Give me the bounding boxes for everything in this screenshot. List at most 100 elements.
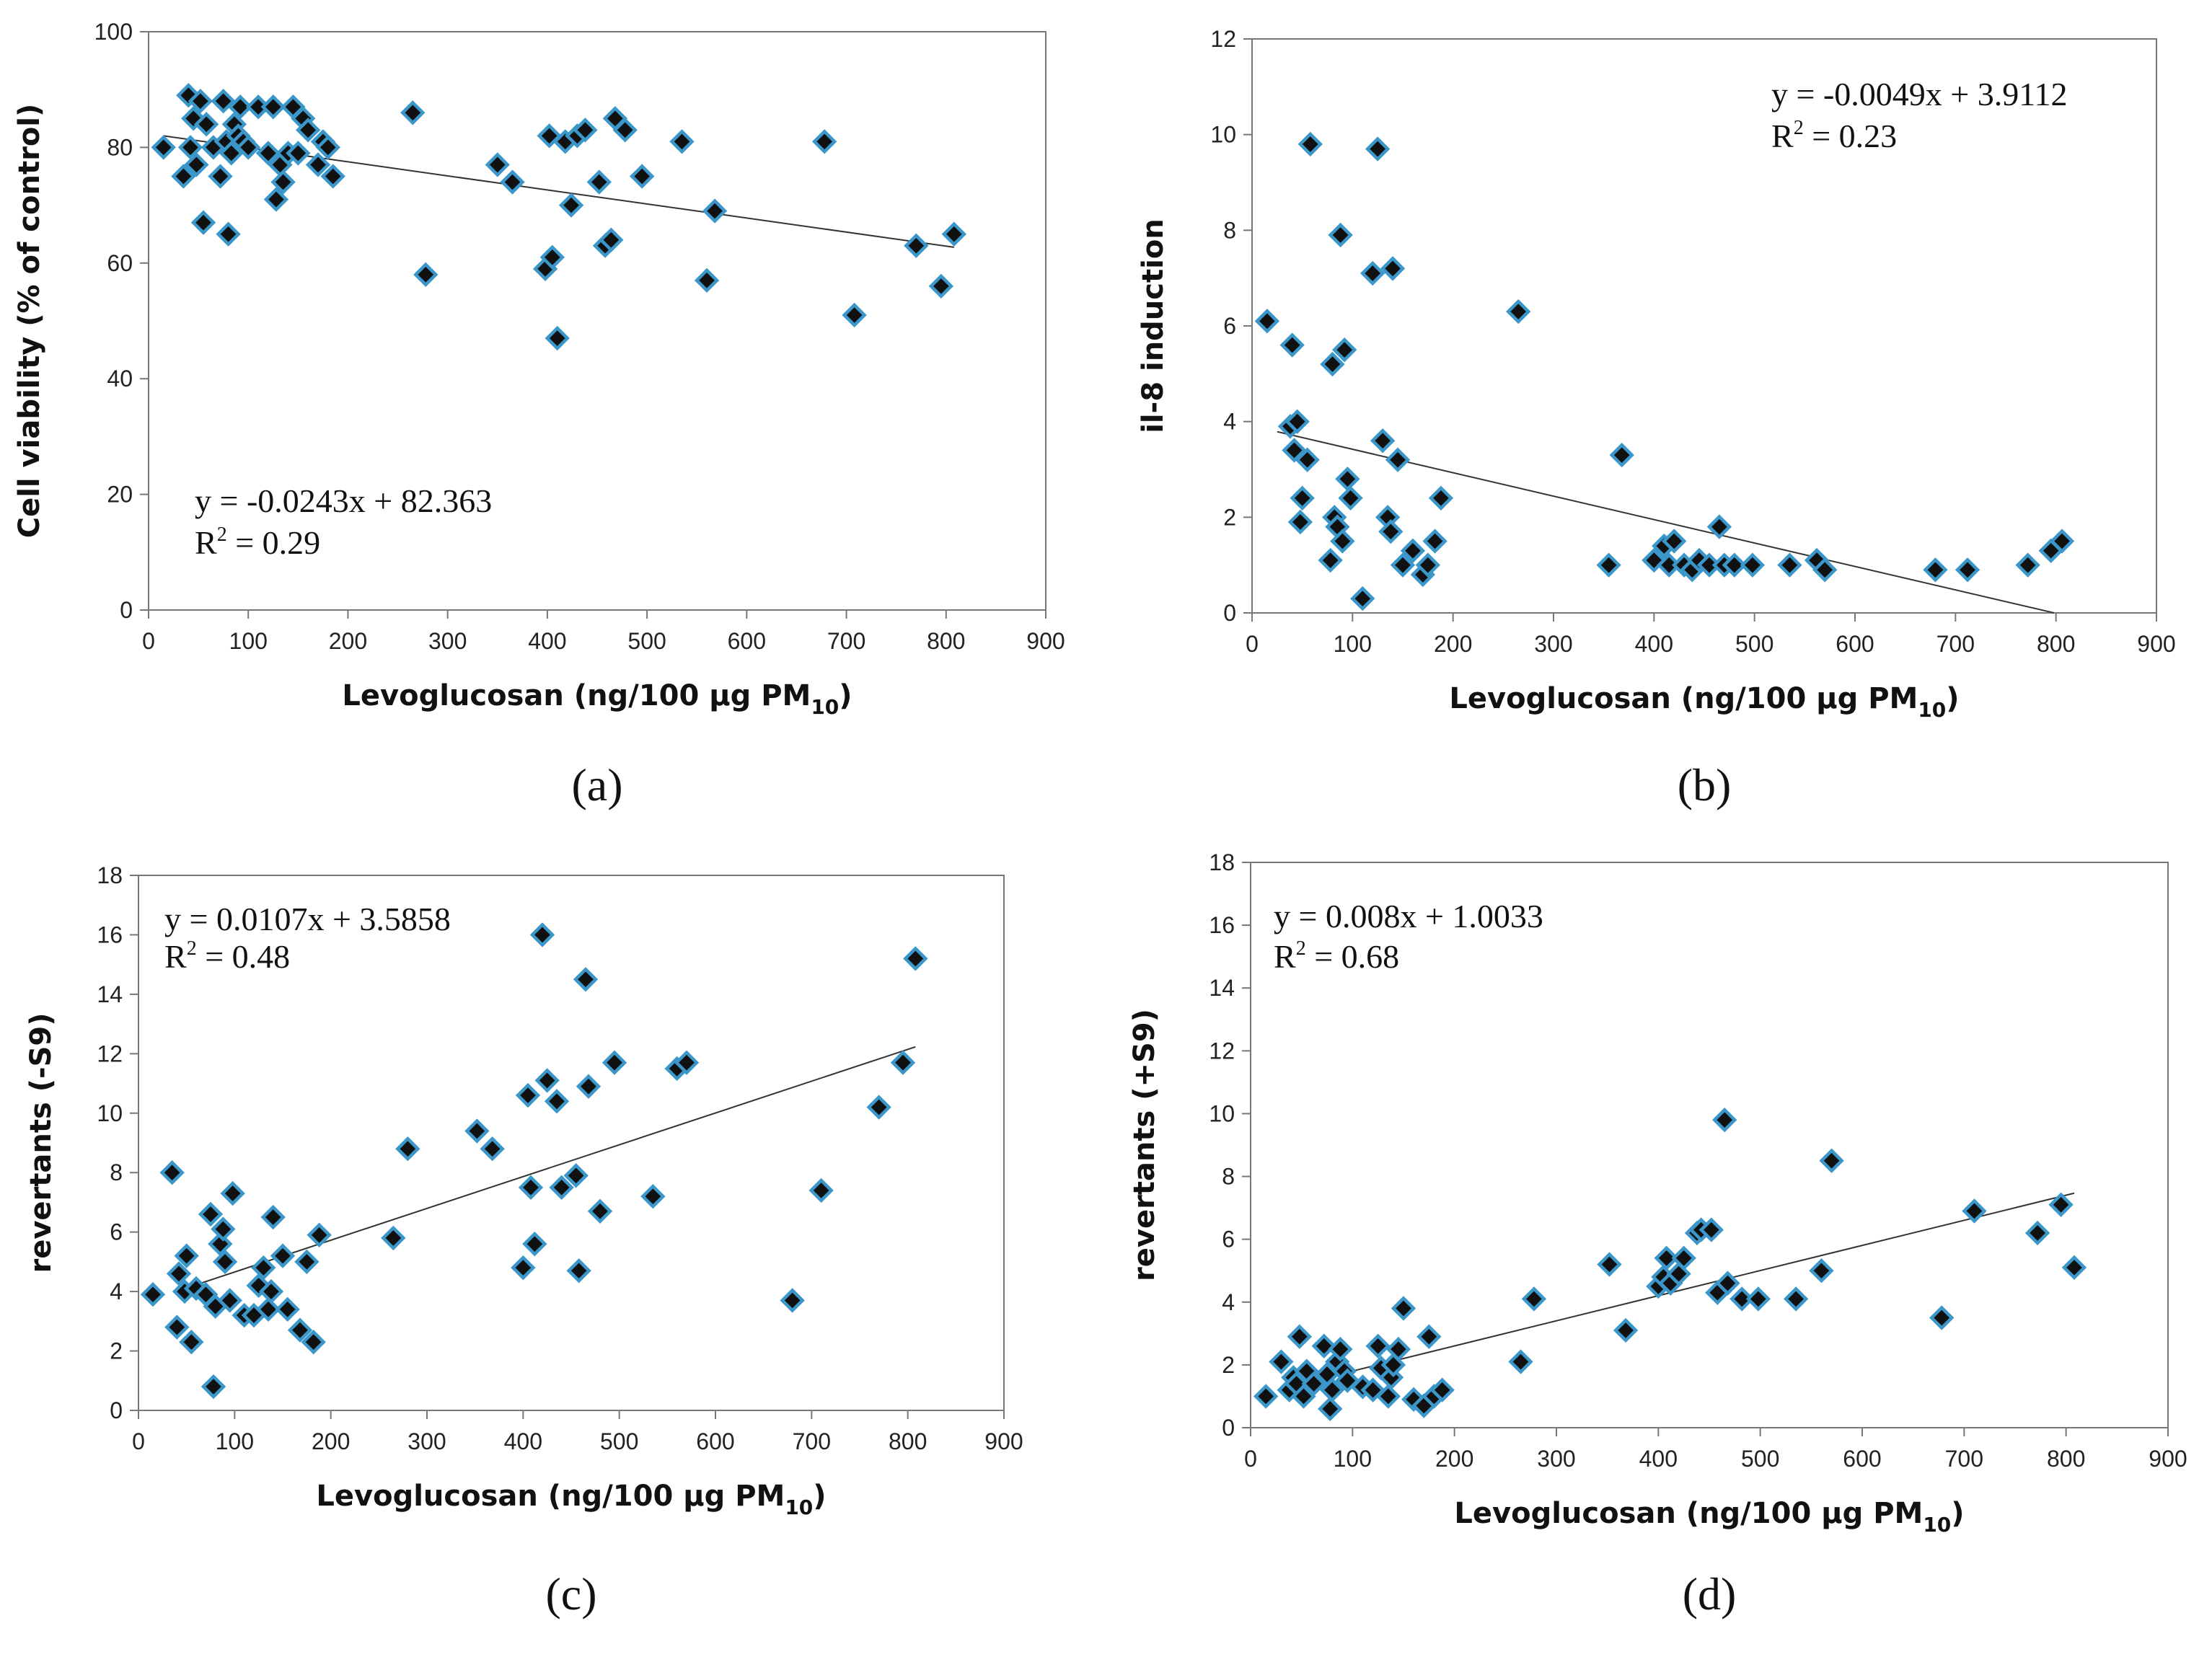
data-point (1385, 1336, 1411, 1362)
x-tick-label: 0 (142, 628, 155, 654)
data-point (1415, 552, 1441, 578)
y-tick-label: 12 (1209, 1038, 1235, 1064)
data-point (500, 169, 525, 195)
y-tick-label: 10 (1209, 1100, 1235, 1126)
trend-line (1291, 1192, 2075, 1387)
panel-label: (c) (545, 1568, 596, 1620)
y-tick-label: 20 (107, 482, 133, 508)
x-tick-label: 100 (1334, 1446, 1372, 1472)
x-tick-label: 600 (728, 628, 766, 654)
x-tick-label: 500 (627, 628, 666, 654)
data-point (630, 164, 655, 189)
r-squared-label: R2 = 0.68 (1274, 937, 1399, 975)
data-point (566, 1258, 591, 1283)
data-point (1330, 529, 1355, 554)
y-tick-label: 2 (1223, 504, 1236, 530)
data-point (1338, 485, 1363, 511)
x-axis-title: Levoglucosan (ng/100 µg PM10) (1449, 682, 1959, 722)
data-point (549, 1175, 574, 1201)
data-point (140, 1282, 166, 1307)
panel-label: (b) (1678, 759, 1732, 810)
trend-line (177, 1046, 916, 1292)
panel-b: 0 100 200 300 400 500 600 700 800 900 0 2 4 6 8 10 12 Lev… (1137, 26, 2176, 810)
data-point (208, 164, 233, 189)
data-point (301, 1330, 326, 1355)
data-point (1597, 1252, 1622, 1277)
data-point (599, 227, 624, 252)
data-point (211, 1216, 236, 1242)
y-axis-title: Cell viability (% of control) (13, 104, 46, 539)
data-point (1923, 557, 1948, 583)
data-point (1812, 557, 1838, 583)
data-point (171, 164, 196, 189)
x-tick-label: 200 (1435, 1446, 1473, 1472)
y-tick-label: 8 (1222, 1164, 1235, 1190)
data-point (1429, 1377, 1455, 1402)
x-tick-label: 200 (1434, 631, 1472, 657)
data-point (904, 233, 929, 258)
panel-label: (a) (571, 759, 622, 810)
data-point (381, 1225, 406, 1251)
data-point (780, 1288, 805, 1313)
data-point (1318, 547, 1343, 573)
data-point (674, 1050, 700, 1075)
y-tick-label: 6 (1222, 1227, 1235, 1252)
data-point (545, 325, 570, 351)
data-point (255, 141, 281, 166)
x-tick-label: 500 (1735, 631, 1773, 657)
x-tick-label: 400 (528, 628, 566, 654)
y-tick-label: 8 (110, 1159, 123, 1185)
x-tick-label: 400 (1635, 631, 1673, 657)
data-point (1722, 552, 1747, 578)
x-tick-label: 300 (1537, 1446, 1575, 1472)
x-tick-label: 400 (1639, 1446, 1678, 1472)
x-tick-label: 800 (2047, 1446, 2085, 1472)
data-point (1596, 552, 1621, 578)
data-point (1654, 1245, 1679, 1271)
data-point (573, 118, 598, 143)
data-point (1400, 538, 1426, 563)
x-tick-label: 700 (1945, 1446, 1983, 1472)
data-point (522, 1231, 547, 1257)
data-point (1609, 442, 1634, 468)
regression-equation: y = -0.0049x + 3.9112 (1771, 76, 2068, 112)
data-point (1698, 1217, 1724, 1242)
data-point (395, 1136, 420, 1162)
data-point (287, 1317, 313, 1343)
data-point (217, 1288, 242, 1313)
y-tick-label: 12 (1210, 26, 1236, 52)
data-point (1416, 1324, 1442, 1349)
y-axis-title: revertants (+S9) (1128, 1009, 1161, 1281)
data-point (587, 1198, 613, 1224)
y-tick-label: 18 (97, 862, 123, 888)
data-point (166, 1261, 192, 1286)
data-point (179, 1330, 204, 1355)
y-tick-label: 14 (1209, 975, 1235, 1001)
y-tick-label: 4 (1222, 1289, 1235, 1315)
data-point (1318, 1396, 1343, 1422)
regression-equation: y = -0.0243x + 82.363 (195, 482, 492, 519)
x-tick-label: 0 (1246, 631, 1259, 657)
data-point (236, 135, 261, 160)
data-point (1380, 256, 1406, 281)
data-point (201, 1374, 226, 1400)
x-axis-title: Levoglucosan (ng/100 µg PM10) (342, 679, 852, 719)
data-point (669, 129, 695, 154)
data-point (1365, 1333, 1391, 1358)
data-point (1375, 1384, 1401, 1409)
data-point (811, 129, 837, 154)
data-point (2024, 1220, 2050, 1246)
data-point (1279, 332, 1305, 358)
x-tick-label: 400 (504, 1428, 542, 1454)
x-tick-label: 900 (984, 1428, 1023, 1454)
data-point (1962, 1198, 1987, 1224)
data-point (164, 1314, 190, 1340)
r-squared-label: R2 = 0.23 (1771, 117, 1897, 154)
data-point (294, 1249, 320, 1275)
y-axis-title: revertants (-S9) (25, 1012, 58, 1273)
data-point (866, 1095, 891, 1120)
data-point (1297, 131, 1323, 157)
data-point (1370, 428, 1396, 454)
data-point (586, 169, 612, 195)
y-tick-label: 4 (1223, 409, 1236, 435)
